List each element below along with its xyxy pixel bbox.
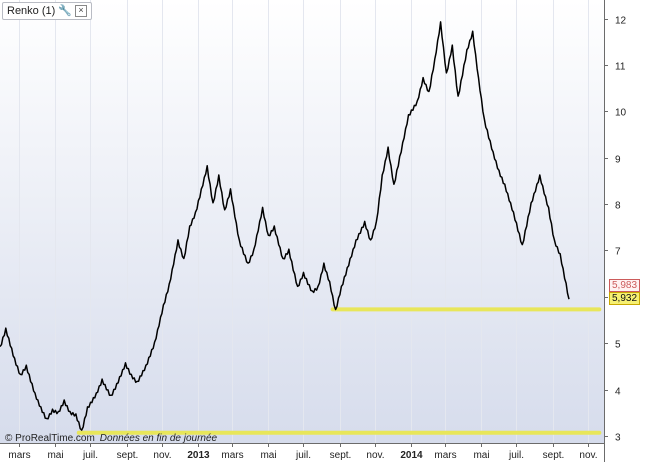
data-note: Données en fin de journée [99, 433, 218, 444]
x-tick-label: mars [434, 450, 456, 461]
close-icon[interactable]: × [75, 5, 87, 17]
x-tick-label: nov. [366, 450, 384, 461]
price-badge-current: 5,932 [609, 292, 641, 305]
x-tick-label: sept. [543, 450, 565, 461]
brand-text: © ProRealTime.com [5, 433, 95, 444]
x-tick-label: sept. [330, 450, 352, 461]
y-axis: 3456789101112 [604, 16, 627, 444]
y-tick-label: 8 [615, 201, 621, 212]
y-tick-label: 9 [615, 155, 621, 166]
plot-background [0, 0, 604, 443]
support-lines [76, 307, 602, 435]
x-tick-label: mars [8, 450, 30, 461]
footer-credit: © ProRealTime.com Données en fin de journ… [5, 433, 217, 444]
wrench-icon[interactable]: 🔧 [58, 5, 72, 17]
y-tick-label: 11 [615, 62, 626, 73]
x-tick-label: juil. [508, 450, 524, 461]
y-tick-label: 12 [615, 16, 627, 27]
x-tick-label: mars [221, 450, 243, 461]
indicator-label[interactable]: Renko (1) 🔧 × [2, 2, 92, 20]
x-axis: mars mai juil. sept. nov. 2013 mars mai juil. sep… [8, 443, 598, 461]
y-tick-label: 7 [615, 247, 621, 258]
x-tick-label: juil. [82, 450, 98, 461]
x-tick-label: mai [47, 450, 63, 461]
indicator-label-text: Renko (1) [7, 5, 56, 17]
x-tick-label: mai [260, 450, 276, 461]
y-tick-label: 5 [615, 340, 621, 351]
price-series-line [0, 21, 570, 431]
y-tick-label: 4 [615, 387, 621, 398]
x-tick-label: juil. [295, 450, 311, 461]
y-tick-label: 10 [615, 108, 627, 119]
x-tick-label: sept. [117, 450, 139, 461]
price-badge-upper: 5,983 [609, 279, 641, 292]
series-layer [0, 21, 570, 431]
x-tick-label: nov. [153, 450, 171, 461]
x-tick-label: 2013 [187, 450, 210, 461]
y-tick-label: 3 [615, 433, 621, 444]
x-tick-label: nov. [579, 450, 597, 461]
x-tick-label: mai [473, 450, 489, 461]
x-tick-label: 2014 [400, 450, 423, 461]
